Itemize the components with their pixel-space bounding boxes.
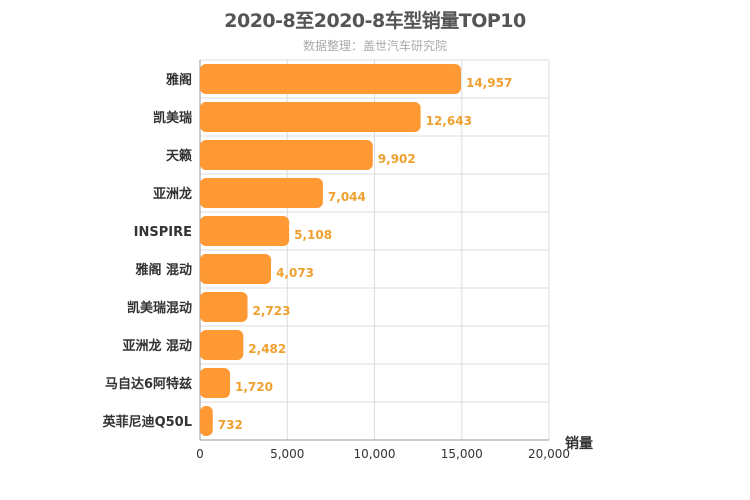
bar [200,178,323,208]
category-label: 雅阁 混动 [135,262,192,278]
category-label: 天籁 [166,148,192,164]
bar [200,292,248,322]
category-label: 英菲尼迪Q50L [102,414,192,430]
x-axis-title: 销量 [565,435,593,452]
category-label: 凯美瑞混动 [127,300,192,316]
bar [200,102,421,132]
category-label: 雅阁 [166,72,192,88]
category-label: 凯美瑞 [153,110,192,126]
value-label: 2,482 [248,342,286,356]
category-label: INSPIRE [134,225,192,240]
category-label: 马自达6阿特兹 [105,376,192,392]
category-label: 亚洲龙 混动 [122,338,192,354]
x-tick-label: 0 [196,447,204,461]
bar [200,368,231,398]
bar [200,140,373,170]
x-tick-label: 5,000 [270,447,304,461]
bar [200,330,244,360]
category-label: 亚洲龙 [153,186,192,202]
x-tick-label: 10,000 [354,447,396,461]
value-label: 2,723 [253,304,291,318]
bar [200,254,272,284]
value-label: 732 [218,418,243,432]
value-label: 12,643 [426,114,472,128]
value-label: 7,044 [328,190,366,204]
value-label: 4,073 [276,266,314,280]
bar [200,406,213,436]
chart-title: 2020-8至2020-8车型销量TOP10 [224,10,526,32]
value-label: 5,108 [294,228,332,242]
bar [200,216,290,246]
value-label: 9,902 [378,152,416,166]
value-label: 1,720 [235,380,273,394]
x-tick-label: 20,000 [528,447,570,461]
value-label: 14,957 [466,76,512,90]
x-tick-label: 15,000 [441,447,483,461]
chart-subtitle: 数据整理：盖世汽车研究院 [302,39,447,53]
bar [200,64,461,94]
